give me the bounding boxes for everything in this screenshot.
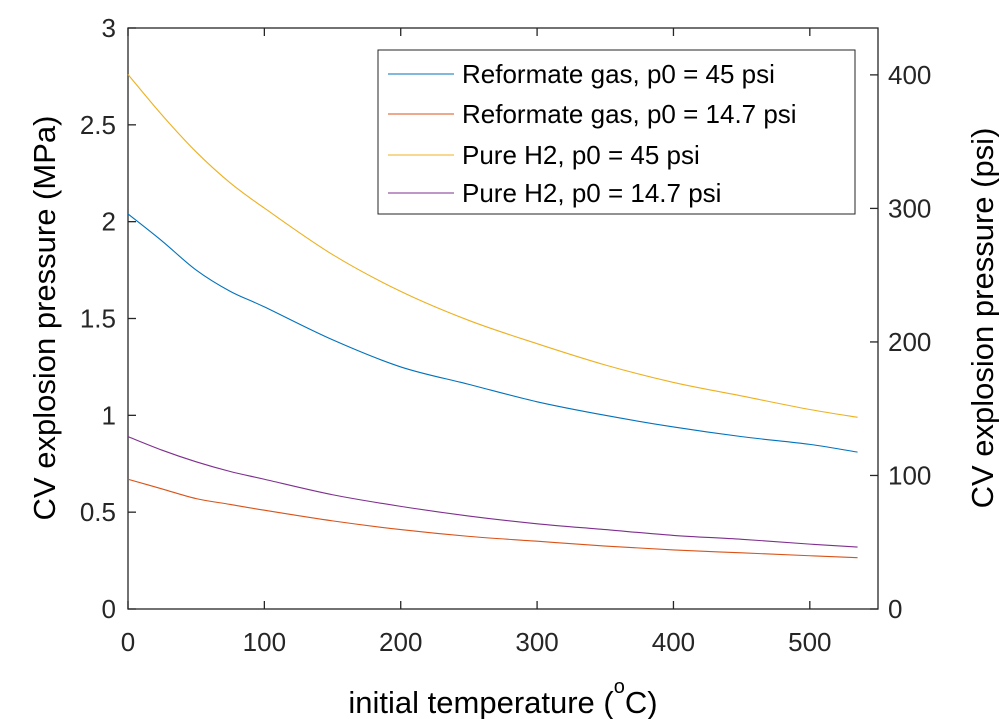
series-line-3 xyxy=(127,74,858,418)
legend: Reformate gas, p0 = 45 psi Reformate gas,… xyxy=(377,49,856,215)
legend-label-1: Reformate gas, p0 = 45 psi xyxy=(462,59,775,89)
series-line-1 xyxy=(127,213,858,453)
y-axis-left-label: CV explosion pressure (MPa) xyxy=(27,116,62,521)
x-tick-label: 200 xyxy=(379,627,422,657)
x-tick-label: 500 xyxy=(788,627,831,657)
y-axis-right-label: CV explosion pressure (psi) xyxy=(965,128,999,509)
y-left-tick-label: 2.5 xyxy=(80,110,116,140)
legend-box xyxy=(377,49,856,215)
x-tick-label: 300 xyxy=(515,627,558,657)
y-right-tick-label: 400 xyxy=(888,60,931,90)
y-left-tick-label: 2 xyxy=(102,207,116,237)
y-right-tick-label: 100 xyxy=(888,460,931,490)
x-axis-label: initial temperature (oC) xyxy=(348,676,657,719)
y-right-tick-label: 300 xyxy=(888,193,931,223)
y-right-tick-label: 200 xyxy=(888,327,931,357)
series-layer xyxy=(127,74,858,559)
y-left-tick-label: 1.5 xyxy=(80,304,116,334)
series-line-4 xyxy=(127,436,858,548)
y-axis-right: 0 100 200 300 400 xyxy=(870,60,931,624)
x-tick-label: 100 xyxy=(243,627,286,657)
x-tick-label: 400 xyxy=(652,627,695,657)
legend-label-3: Pure H2, p0 = 45 psi xyxy=(462,140,700,170)
legend-label-4: Pure H2, p0 = 14.7 psi xyxy=(462,178,721,208)
legend-label-2: Reformate gas, p0 = 14.7 psi xyxy=(462,99,797,129)
x-axis: 0 100 200 300 400 500 xyxy=(121,28,832,657)
y-left-tick-label: 3 xyxy=(102,13,116,43)
y-left-tick-label: 1 xyxy=(102,400,116,430)
y-left-tick-label: 0 xyxy=(102,594,116,624)
legend-items: Reformate gas, p0 = 45 psi Reformate gas,… xyxy=(388,59,797,208)
y-right-tick-label: 0 xyxy=(888,594,902,624)
y-left-tick-label: 0.5 xyxy=(80,497,116,527)
y-axis-left: 0 0.5 1 1.5 2 2.5 3 xyxy=(80,13,136,624)
x-tick-label: 0 xyxy=(121,627,135,657)
series-line-2 xyxy=(127,478,858,559)
